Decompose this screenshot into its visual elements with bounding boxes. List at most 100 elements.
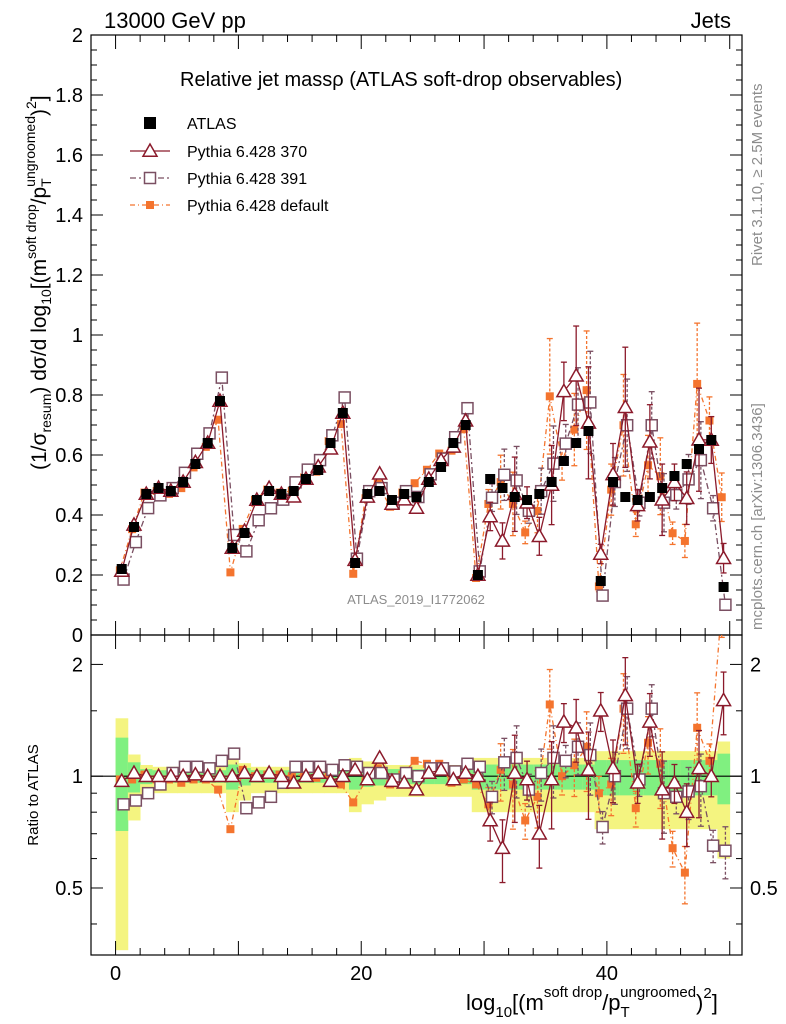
series-point-open-square xyxy=(252,514,265,527)
series-point-open-square xyxy=(584,396,597,409)
series-point-open-square xyxy=(682,473,695,486)
series-point-triangle xyxy=(260,764,278,780)
series-point-triangle xyxy=(641,433,659,448)
series-point-open-square xyxy=(510,751,523,765)
series-point-filled-square xyxy=(644,461,653,470)
atlas-point xyxy=(337,408,348,418)
series-point-triangle xyxy=(592,545,610,560)
series-point-filled-square xyxy=(177,484,186,493)
atlas-point xyxy=(178,477,189,487)
legend-marker-open-square xyxy=(143,171,157,185)
atlas-point xyxy=(141,489,152,499)
ratio-tick-label-right: 1 xyxy=(750,766,761,788)
series-point-filled-square xyxy=(336,780,345,789)
series-point-triangle xyxy=(273,767,290,783)
series-point-open-square xyxy=(264,502,278,515)
series-point-open-square xyxy=(510,474,523,487)
y-tick-label: 0.6 xyxy=(55,445,83,467)
atlas-point xyxy=(657,483,668,493)
atlas-point xyxy=(227,543,238,553)
y-tick-label: 2 xyxy=(72,25,83,47)
series-point-filled-square xyxy=(484,800,493,809)
series-point-open-square xyxy=(129,794,143,807)
series-point-filled-square xyxy=(287,772,296,781)
energy-label: 13000 GeV pp xyxy=(104,8,246,33)
series-point-triangle xyxy=(457,764,474,780)
series-point-open-square xyxy=(264,790,278,804)
series-point-open-square xyxy=(227,747,241,760)
legend: ATLAS Pythia 6.428 370 Pythia 6.428 391 Pyt… xyxy=(130,116,329,215)
series-point-open-square xyxy=(215,754,229,768)
atlas-point xyxy=(718,582,729,592)
y-tick-label: 1.8 xyxy=(55,85,83,107)
atlas-point xyxy=(423,477,434,487)
series-point-triangle xyxy=(236,764,253,780)
atlas-point xyxy=(399,489,410,499)
series-point-triangle xyxy=(666,774,683,789)
y-tick-label: 0.4 xyxy=(55,505,83,527)
atlas-point xyxy=(706,435,717,445)
series-point-triangle xyxy=(690,759,708,775)
legend-marker-filled-square xyxy=(146,201,154,209)
type-label: Jets xyxy=(691,8,731,33)
series-point-triangle xyxy=(199,767,216,783)
atlas-point xyxy=(202,438,213,448)
legend-marker-atlas xyxy=(144,117,156,129)
series-point-triangle xyxy=(113,772,130,788)
series-point-triangle xyxy=(432,761,450,776)
band-inner xyxy=(484,764,497,790)
series-point-filled-square xyxy=(533,792,542,801)
atlas-point xyxy=(153,483,164,493)
atlas-point xyxy=(436,462,447,472)
x-tick-label: 40 xyxy=(596,963,618,985)
series-point-open-square xyxy=(215,371,229,384)
atlas-point xyxy=(497,483,508,493)
y-tick-label: 1.6 xyxy=(55,145,83,167)
series-point-open-square xyxy=(141,501,155,515)
series-point-triangle xyxy=(629,774,646,789)
series-point-open-square xyxy=(670,790,683,804)
series-point-open-square xyxy=(461,401,474,415)
atlas-point xyxy=(669,471,680,481)
atlas-point xyxy=(620,492,631,502)
series-point-triangle xyxy=(137,767,155,783)
series-point-filled-square xyxy=(570,761,579,770)
series-point-open-square xyxy=(571,740,585,754)
series-point-open-square xyxy=(301,760,315,774)
series-point-open-square xyxy=(682,785,695,798)
y-tick-label: 1 xyxy=(72,325,83,347)
atlas-point xyxy=(485,474,496,484)
series-point-open-square xyxy=(485,790,499,804)
series-point-triangle xyxy=(543,770,560,786)
main-series xyxy=(113,322,732,612)
ratio-tick-label-right: 0.5 xyxy=(750,878,778,900)
ratio-frame xyxy=(90,634,743,956)
series-point-triangle xyxy=(285,774,302,789)
series-point-filled-square xyxy=(226,825,235,834)
series-point-triangle xyxy=(469,767,487,783)
atlas-point xyxy=(386,495,397,505)
series-point-triangle xyxy=(408,499,425,515)
series-point-open-square xyxy=(178,760,192,774)
series-point-open-square xyxy=(289,760,302,774)
atlas-point xyxy=(276,489,287,499)
series-point-triangle xyxy=(690,431,708,446)
series-point-open-square xyxy=(645,418,658,432)
series-point-triangle xyxy=(715,549,732,565)
band-inner xyxy=(717,753,731,805)
series-point-triangle xyxy=(617,686,634,702)
series-point-open-square xyxy=(706,839,720,852)
series-point-open-square xyxy=(559,437,572,450)
series-point-filled-square xyxy=(680,868,689,877)
series-point-triangle xyxy=(567,719,585,734)
legend-label: Pythia 6.428 391 xyxy=(187,171,307,188)
series-point-filled-square xyxy=(472,780,481,789)
series-point-triangle xyxy=(223,767,241,783)
series-point-open-square xyxy=(719,598,732,612)
series-point-filled-square xyxy=(558,772,567,781)
series-point-filled-square xyxy=(570,425,579,434)
y-tick-label: 0.8 xyxy=(55,385,83,407)
series-point-triangle xyxy=(481,811,499,827)
atlas-point xyxy=(190,459,201,469)
series-point-filled-square xyxy=(545,392,554,401)
